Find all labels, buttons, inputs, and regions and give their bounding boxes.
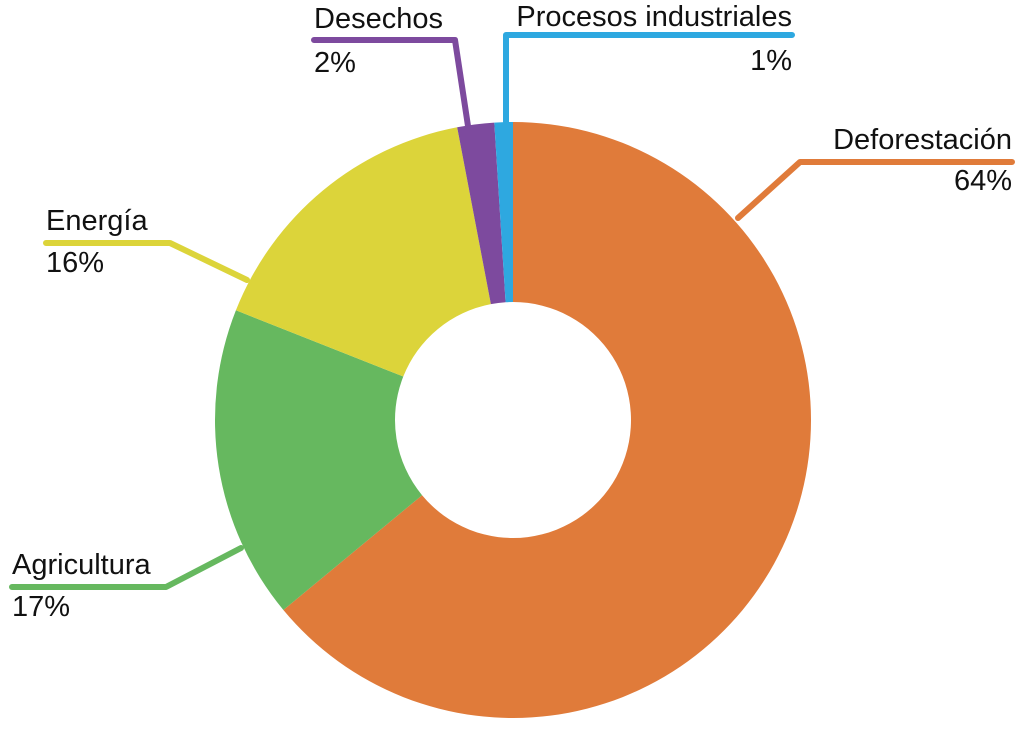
slice-deforestación [283,122,812,719]
leader-line-procesos [503,32,795,125]
label-desechos: Desechos 2% [314,3,443,79]
leader-line-agricultura [9,545,244,590]
label-deforestacion: Deforestación 64% [833,124,1012,197]
slice-agricultura [215,310,423,610]
label-agricultura: Agricultura 17% [12,549,151,623]
label-percent: 1% [750,45,792,77]
label-name: Deforestación [833,124,1012,156]
label-percent: 2% [314,47,356,79]
label-percent: 17% [12,591,71,623]
label-percent: 64% [953,165,1012,197]
label-procesos-industriales: Procesos industriales 1% [516,1,792,77]
label-name: Procesos industriales [516,1,792,33]
leader-line-desechos [311,37,471,129]
label-name: Energía [46,205,148,237]
slice-energía [235,127,491,377]
donut-slices [215,122,812,719]
label-name: Agricultura [12,549,151,581]
leader-line-deforestacion [735,159,1015,221]
leader-line-energia [43,240,250,283]
slice-procesos-industriales [494,122,513,303]
label-energia: Energía 16% [46,205,148,279]
slice-desechos [457,122,506,305]
label-name: Desechos [314,3,443,35]
label-percent: 16% [46,247,105,279]
leader-lines [9,32,1015,590]
